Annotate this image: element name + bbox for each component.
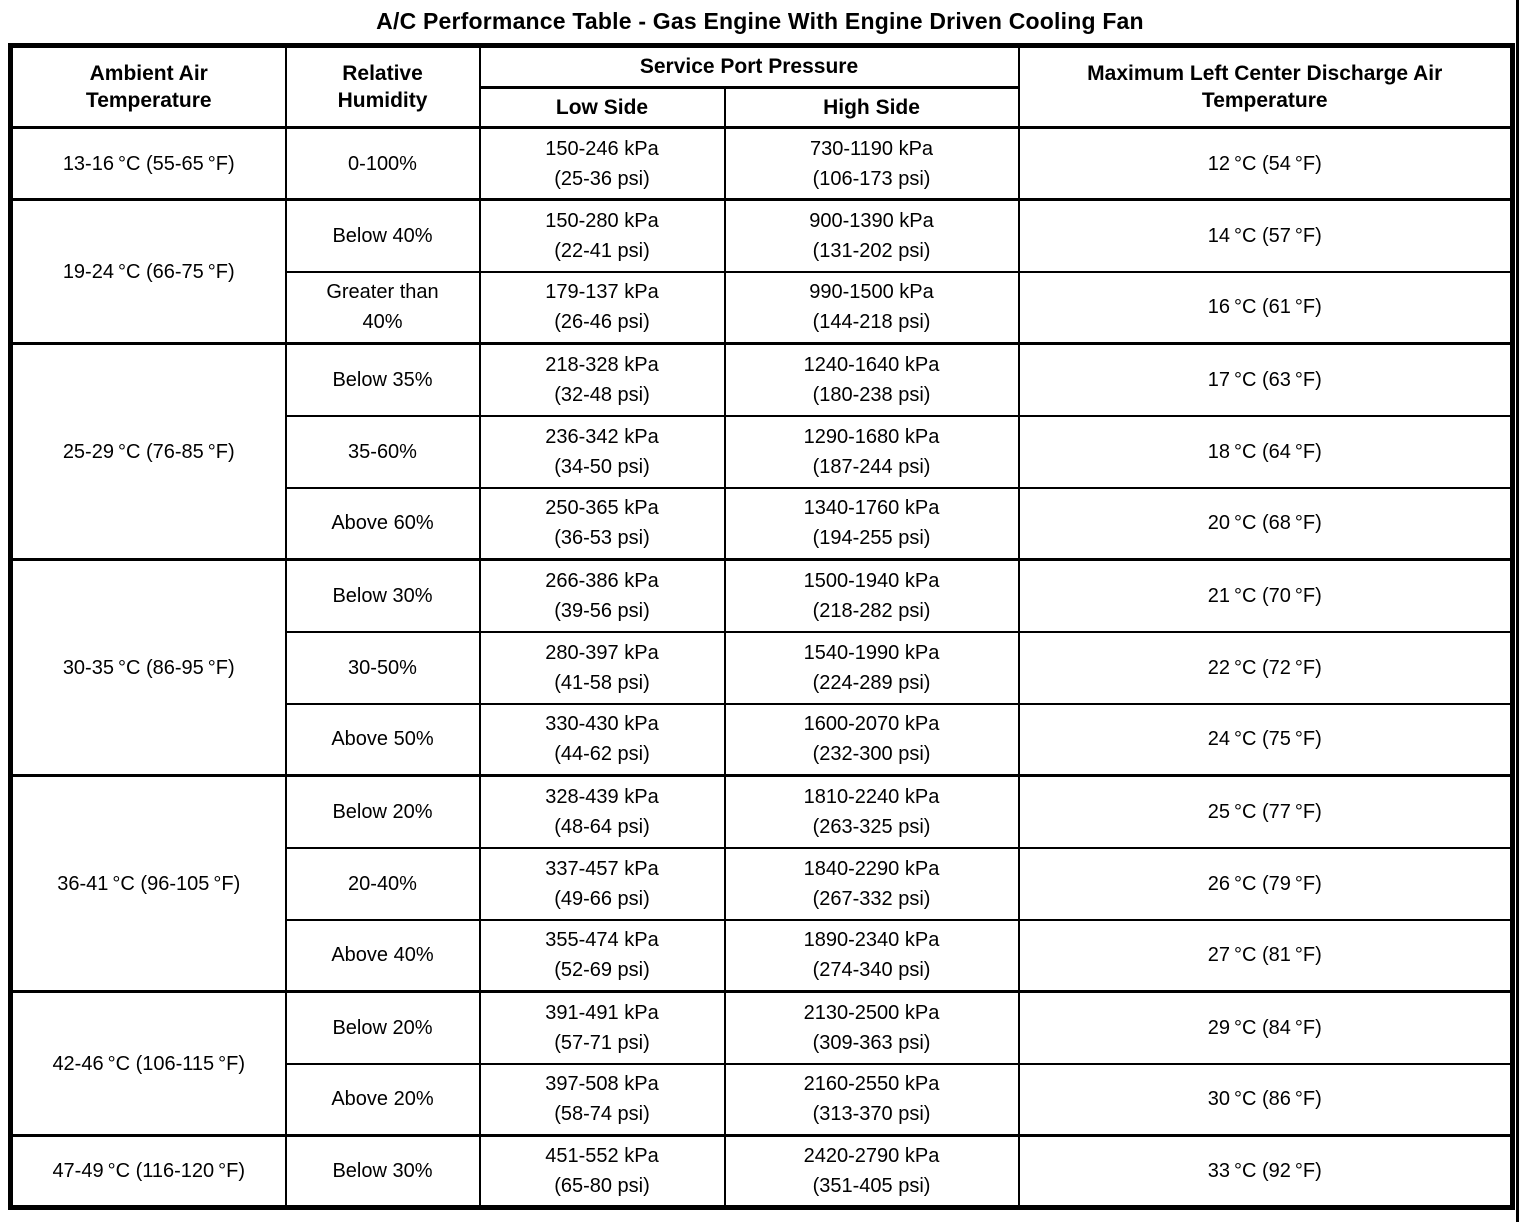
relative-humidity-cell: Greater than 40%: [284, 270, 481, 345]
table-row: Greater than 40% 179-137 kPa (26-46 psi) 9…: [11, 270, 1514, 345]
table-row: 30-50% 280-397 kPa (41-58 psi) 1540-1990 k…: [11, 630, 1514, 705]
relative-humidity-cell: Below 35%: [284, 342, 481, 417]
discharge-air-temperature-cell: 18 °C (64 °F): [1017, 414, 1514, 489]
table-row: Above 50% 330-430 kPa (44-62 psi) 1600-207…: [11, 702, 1514, 777]
ambient-air-temperature-cell: 36-41 °C (96-105 °F): [9, 774, 287, 993]
high-side-pressure-cell: 1600-2070 kPa (232-300 psi): [723, 702, 1020, 777]
discharge-air-temperature-cell: 27 °C (81 °F): [1017, 918, 1514, 993]
relative-humidity-cell: Below 30%: [284, 558, 481, 633]
table-row: 20-40% 337-457 kPa (49-66 psi) 1840-2290 k…: [11, 846, 1514, 921]
high-side-pressure-cell: 1290-1680 kPa (187-244 psi): [723, 414, 1020, 489]
relative-humidity-cell: Above 20%: [284, 1062, 481, 1137]
high-side-pressure-cell: 1340-1760 kPa (194-255 psi): [723, 486, 1020, 561]
discharge-air-temperature-cell: 22 °C (72 °F): [1017, 630, 1514, 705]
ambient-air-temperature-cell: 30-35 °C (86-95 °F): [9, 558, 287, 777]
low-side-pressure-cell: 330-430 kPa (44-62 psi): [478, 702, 726, 777]
high-side-pressure-cell: 2160-2550 kPa (313-370 psi): [723, 1062, 1020, 1137]
table-row: 42-46 °C (106-115 °F) Below 20% 391-491 kP…: [9, 990, 1514, 1137]
low-side-pressure-cell: 179-137 kPa (26-46 psi): [478, 270, 726, 345]
low-side-pressure-cell: 218-328 kPa (32-48 psi): [478, 342, 726, 417]
table-row: Above 60% 250-365 kPa (36-53 psi) 1340-176…: [11, 486, 1514, 561]
discharge-air-temperature-cell: 33 °C (92 °F): [1017, 1134, 1514, 1209]
discharge-air-temperature-cell: 24 °C (75 °F): [1017, 702, 1514, 777]
table-row: 25-29 °C (76-85 °F) Below 35% 218-328 kPa …: [9, 342, 1514, 561]
table-row: Above 20% 397-508 kPa (58-74 psi) 2160-255…: [11, 1062, 1514, 1137]
ambient-air-temperature-cell: 13-16 °C (55-65 °F): [9, 126, 287, 201]
col-header-service-port-pressure: Service Port Pressure: [478, 44, 1020, 89]
col-header-relative-humidity: Relative Humidity: [284, 44, 481, 129]
low-side-pressure-cell: 250-365 kPa (36-53 psi): [478, 486, 726, 561]
low-side-pressure-cell: 328-439 kPa (48-64 psi): [478, 774, 726, 849]
page-edge-line: [1516, 0, 1519, 1222]
table-row: 19-24 °C (66-75 °F) Below 40% 150-280 kPa …: [9, 198, 1514, 345]
high-side-pressure-cell: 2130-2500 kPa (309-363 psi): [723, 990, 1020, 1065]
high-side-pressure-cell: 730-1190 kPa (106-173 psi): [723, 126, 1020, 201]
table-row: 35-60% 236-342 kPa (34-50 psi) 1290-1680 k…: [11, 414, 1514, 489]
high-side-pressure-cell: 1810-2240 kPa (263-325 psi): [723, 774, 1020, 849]
relative-humidity-cell: Below 30%: [284, 1134, 481, 1209]
discharge-air-temperature-cell: 29 °C (84 °F): [1017, 990, 1514, 1065]
page-title: A/C Performance Table - Gas Engine With …: [376, 8, 1144, 34]
low-side-pressure-cell: 451-552 kPa (65-80 psi): [478, 1134, 726, 1209]
high-side-pressure-cell: 1840-2290 kPa (267-332 psi): [723, 846, 1020, 921]
col-header-ambient-air-temperature: Ambient Air Temperature: [9, 44, 287, 129]
low-side-pressure-cell: 150-246 kPa (25-36 psi): [478, 126, 726, 201]
relative-humidity-cell: Below 40%: [284, 198, 481, 273]
relative-humidity-cell: 20-40%: [284, 846, 481, 921]
relative-humidity-cell: 35-60%: [284, 414, 481, 489]
low-side-pressure-cell: 236-342 kPa (34-50 psi): [478, 414, 726, 489]
discharge-air-temperature-cell: 26 °C (79 °F): [1017, 846, 1514, 921]
high-side-pressure-cell: 2420-2790 kPa (351-405 psi): [723, 1134, 1020, 1209]
low-side-pressure-cell: 355-474 kPa (52-69 psi): [478, 918, 726, 993]
high-side-pressure-cell: 1240-1640 kPa (180-238 psi): [723, 342, 1020, 417]
relative-humidity-cell: Below 20%: [284, 774, 481, 849]
discharge-air-temperature-cell: 17 °C (63 °F): [1017, 342, 1514, 417]
relative-humidity-cell: Above 50%: [284, 702, 481, 777]
high-side-pressure-cell: 900-1390 kPa (131-202 psi): [723, 198, 1020, 273]
high-side-pressure-cell: 1540-1990 kPa (224-289 psi): [723, 630, 1020, 705]
header-row-top: Ambient Air Temperature Relative Humidit…: [9, 44, 1514, 129]
header-row-bottom: Low Side High Side: [11, 86, 1513, 129]
low-side-pressure-cell: 397-508 kPa (58-74 psi): [478, 1062, 726, 1137]
discharge-air-temperature-cell: 12 °C (54 °F): [1017, 126, 1514, 201]
high-side-pressure-cell: 1500-1940 kPa (218-282 psi): [723, 558, 1020, 633]
low-side-pressure-cell: 150-280 kPa (22-41 psi): [478, 198, 726, 273]
discharge-air-temperature-cell: 20 °C (68 °F): [1017, 486, 1514, 561]
ambient-air-temperature-cell: 25-29 °C (76-85 °F): [9, 342, 287, 561]
table-body: 13-16 °C (55-65 °F) 0-100% 150-246 kPa (25…: [9, 126, 1514, 1209]
table-row: 30-35 °C (86-95 °F) Below 30% 266-386 kPa …: [9, 558, 1514, 777]
relative-humidity-cell: Above 40%: [284, 918, 481, 993]
ambient-air-temperature-cell: 42-46 °C (106-115 °F): [9, 990, 287, 1137]
ambient-air-temperature-cell: 47-49 °C (116-120 °F): [9, 1134, 287, 1209]
discharge-air-temperature-cell: 30 °C (86 °F): [1017, 1062, 1514, 1137]
low-side-pressure-cell: 337-457 kPa (49-66 psi): [478, 846, 726, 921]
col-header-high-side: High Side: [723, 86, 1020, 129]
table-row: 36-41 °C (96-105 °F) Below 20% 328-439 kPa…: [9, 774, 1514, 993]
discharge-air-temperature-cell: 14 °C (57 °F): [1017, 198, 1514, 273]
relative-humidity-cell: Below 20%: [284, 990, 481, 1065]
ambient-air-temperature-cell: 19-24 °C (66-75 °F): [9, 198, 287, 345]
low-side-pressure-cell: 391-491 kPa (57-71 psi): [478, 990, 726, 1065]
table-row: 47-49 °C (116-120 °F) Below 30% 451-552 kP…: [9, 1134, 1514, 1209]
discharge-air-temperature-cell: 16 °C (61 °F): [1017, 270, 1514, 345]
ac-performance-table: Ambient Air Temperature Relative Humidit…: [8, 43, 1515, 1210]
high-side-pressure-cell: 990-1500 kPa (144-218 psi): [723, 270, 1020, 345]
col-header-low-side: Low Side: [478, 86, 726, 129]
relative-humidity-cell: 30-50%: [284, 630, 481, 705]
table-row: Above 40% 355-474 kPa (52-69 psi) 1890-234…: [11, 918, 1514, 993]
low-side-pressure-cell: 280-397 kPa (41-58 psi): [478, 630, 726, 705]
high-side-pressure-cell: 1890-2340 kPa (274-340 psi): [723, 918, 1020, 993]
col-header-max-discharge-air-temperature: Maximum Left Center Discharge Air Temper…: [1017, 44, 1514, 129]
table-row: 13-16 °C (55-65 °F) 0-100% 150-246 kPa (25…: [9, 126, 1514, 201]
relative-humidity-cell: Above 60%: [284, 486, 481, 561]
discharge-air-temperature-cell: 25 °C (77 °F): [1017, 774, 1514, 849]
low-side-pressure-cell: 266-386 kPa (39-56 psi): [478, 558, 726, 633]
table-header: Ambient Air Temperature Relative Humidit…: [9, 44, 1514, 129]
relative-humidity-cell: 0-100%: [284, 126, 481, 201]
discharge-air-temperature-cell: 21 °C (70 °F): [1017, 558, 1514, 633]
